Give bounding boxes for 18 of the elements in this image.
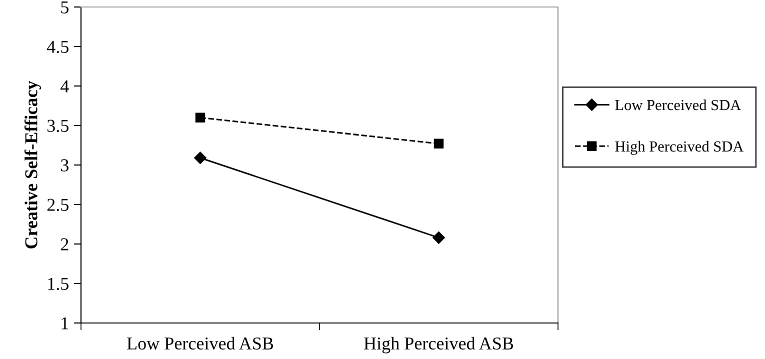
- y-tick-label: 4: [60, 80, 69, 92]
- point: [195, 112, 206, 122]
- legend-label: High Perceived SDA: [615, 140, 744, 155]
- y-tick-label: 3: [61, 159, 68, 172]
- y-tick-label: 2.5: [47, 198, 68, 212]
- point: [434, 138, 444, 149]
- y-tick-label: 3.5: [47, 120, 68, 132]
- legend-label: Low Perceived SDA: [615, 99, 742, 110]
- x-tick-label: Low Perceived ASB: [127, 336, 274, 350]
- y-tick-label: 1: [62, 317, 68, 330]
- y-tick-label: 4.5: [46, 40, 68, 54]
- y-axis-title: Creative Self-Efficacy: [24, 80, 42, 248]
- y-tick-label: 1.5: [48, 278, 68, 290]
- x-tick-label: High Perceived ASB: [364, 336, 514, 354]
- y-tick-label: 2: [60, 238, 68, 250]
- point: [194, 152, 206, 164]
- y-tick-label: 5: [61, 1, 68, 14]
- point: [432, 232, 445, 244]
